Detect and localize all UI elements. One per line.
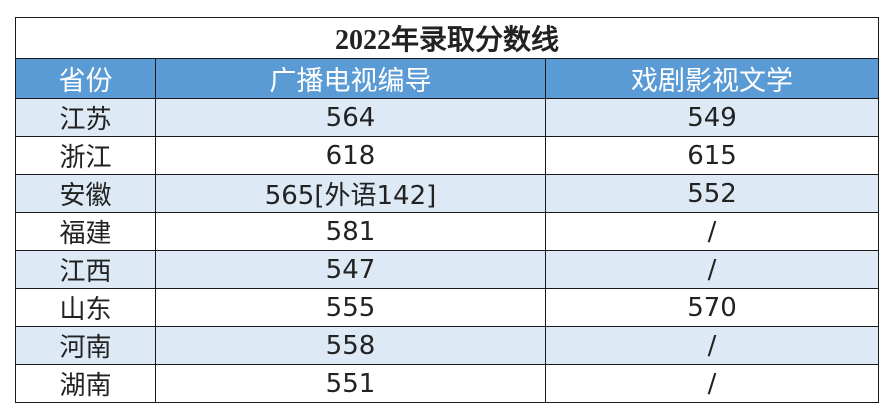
score-cell: 551	[155, 364, 546, 403]
score-cell: 581	[155, 212, 546, 251]
province-cell: 江西	[15, 250, 156, 289]
table-row: 浙江 618 615	[15, 136, 880, 175]
header-row: 省份 广播电视编导 戏剧影视文学	[15, 58, 880, 99]
table-row: 江苏 564 549	[15, 98, 880, 137]
score-cell: 570	[544, 288, 880, 327]
table-title: 2022年录取分数线	[14, 17, 880, 59]
table-head: 2022年录取分数线 省份 广播电视编导 戏剧影视文学	[14, 17, 880, 99]
score-cell: /	[544, 326, 880, 365]
province-cell: 江苏	[15, 98, 156, 137]
province-cell: 山东	[15, 288, 156, 327]
score-cell: 552	[544, 174, 880, 213]
province-cell: 安徽	[15, 174, 156, 213]
score-cell: 615	[544, 136, 880, 175]
table-body: 江苏 564 549 浙江 618 615 安徽 565[外语142] 552 福建 581/江西 5…	[15, 98, 880, 403]
title-row: 2022年录取分数线	[14, 17, 880, 59]
score-cell: 565[外语142]	[155, 174, 546, 213]
table-row: 河南 558/	[15, 326, 880, 365]
table-row: 江西 547/	[15, 250, 880, 289]
score-cell: 618	[155, 136, 546, 175]
table-row: 山东 555 570	[15, 288, 880, 327]
score-cell: /	[544, 364, 880, 403]
table-row: 福建 581/	[15, 212, 880, 251]
table-row: 湖南 551/	[15, 364, 880, 403]
score-cell: 564	[155, 98, 546, 137]
table-row: 安徽 565[外语142] 552	[15, 174, 880, 213]
province-cell: 河南	[15, 326, 156, 365]
province-cell: 福建	[15, 212, 156, 251]
header-cell: 广播电视编导	[155, 58, 546, 99]
score-cell: 558	[155, 326, 546, 365]
header-cell: 省份	[15, 58, 156, 99]
score-table: 2022年录取分数线 省份 广播电视编导 戏剧影视文学 江苏 564 549 浙江 618 6…	[14, 17, 880, 403]
score-cell: 547	[155, 250, 546, 289]
score-cell: /	[544, 250, 880, 289]
score-cell: 555	[155, 288, 546, 327]
province-cell: 湖南	[15, 364, 156, 403]
score-cell: /	[544, 212, 880, 251]
province-cell: 浙江	[15, 136, 156, 175]
header-cell: 戏剧影视文学	[544, 58, 880, 99]
score-cell: 549	[544, 98, 880, 137]
